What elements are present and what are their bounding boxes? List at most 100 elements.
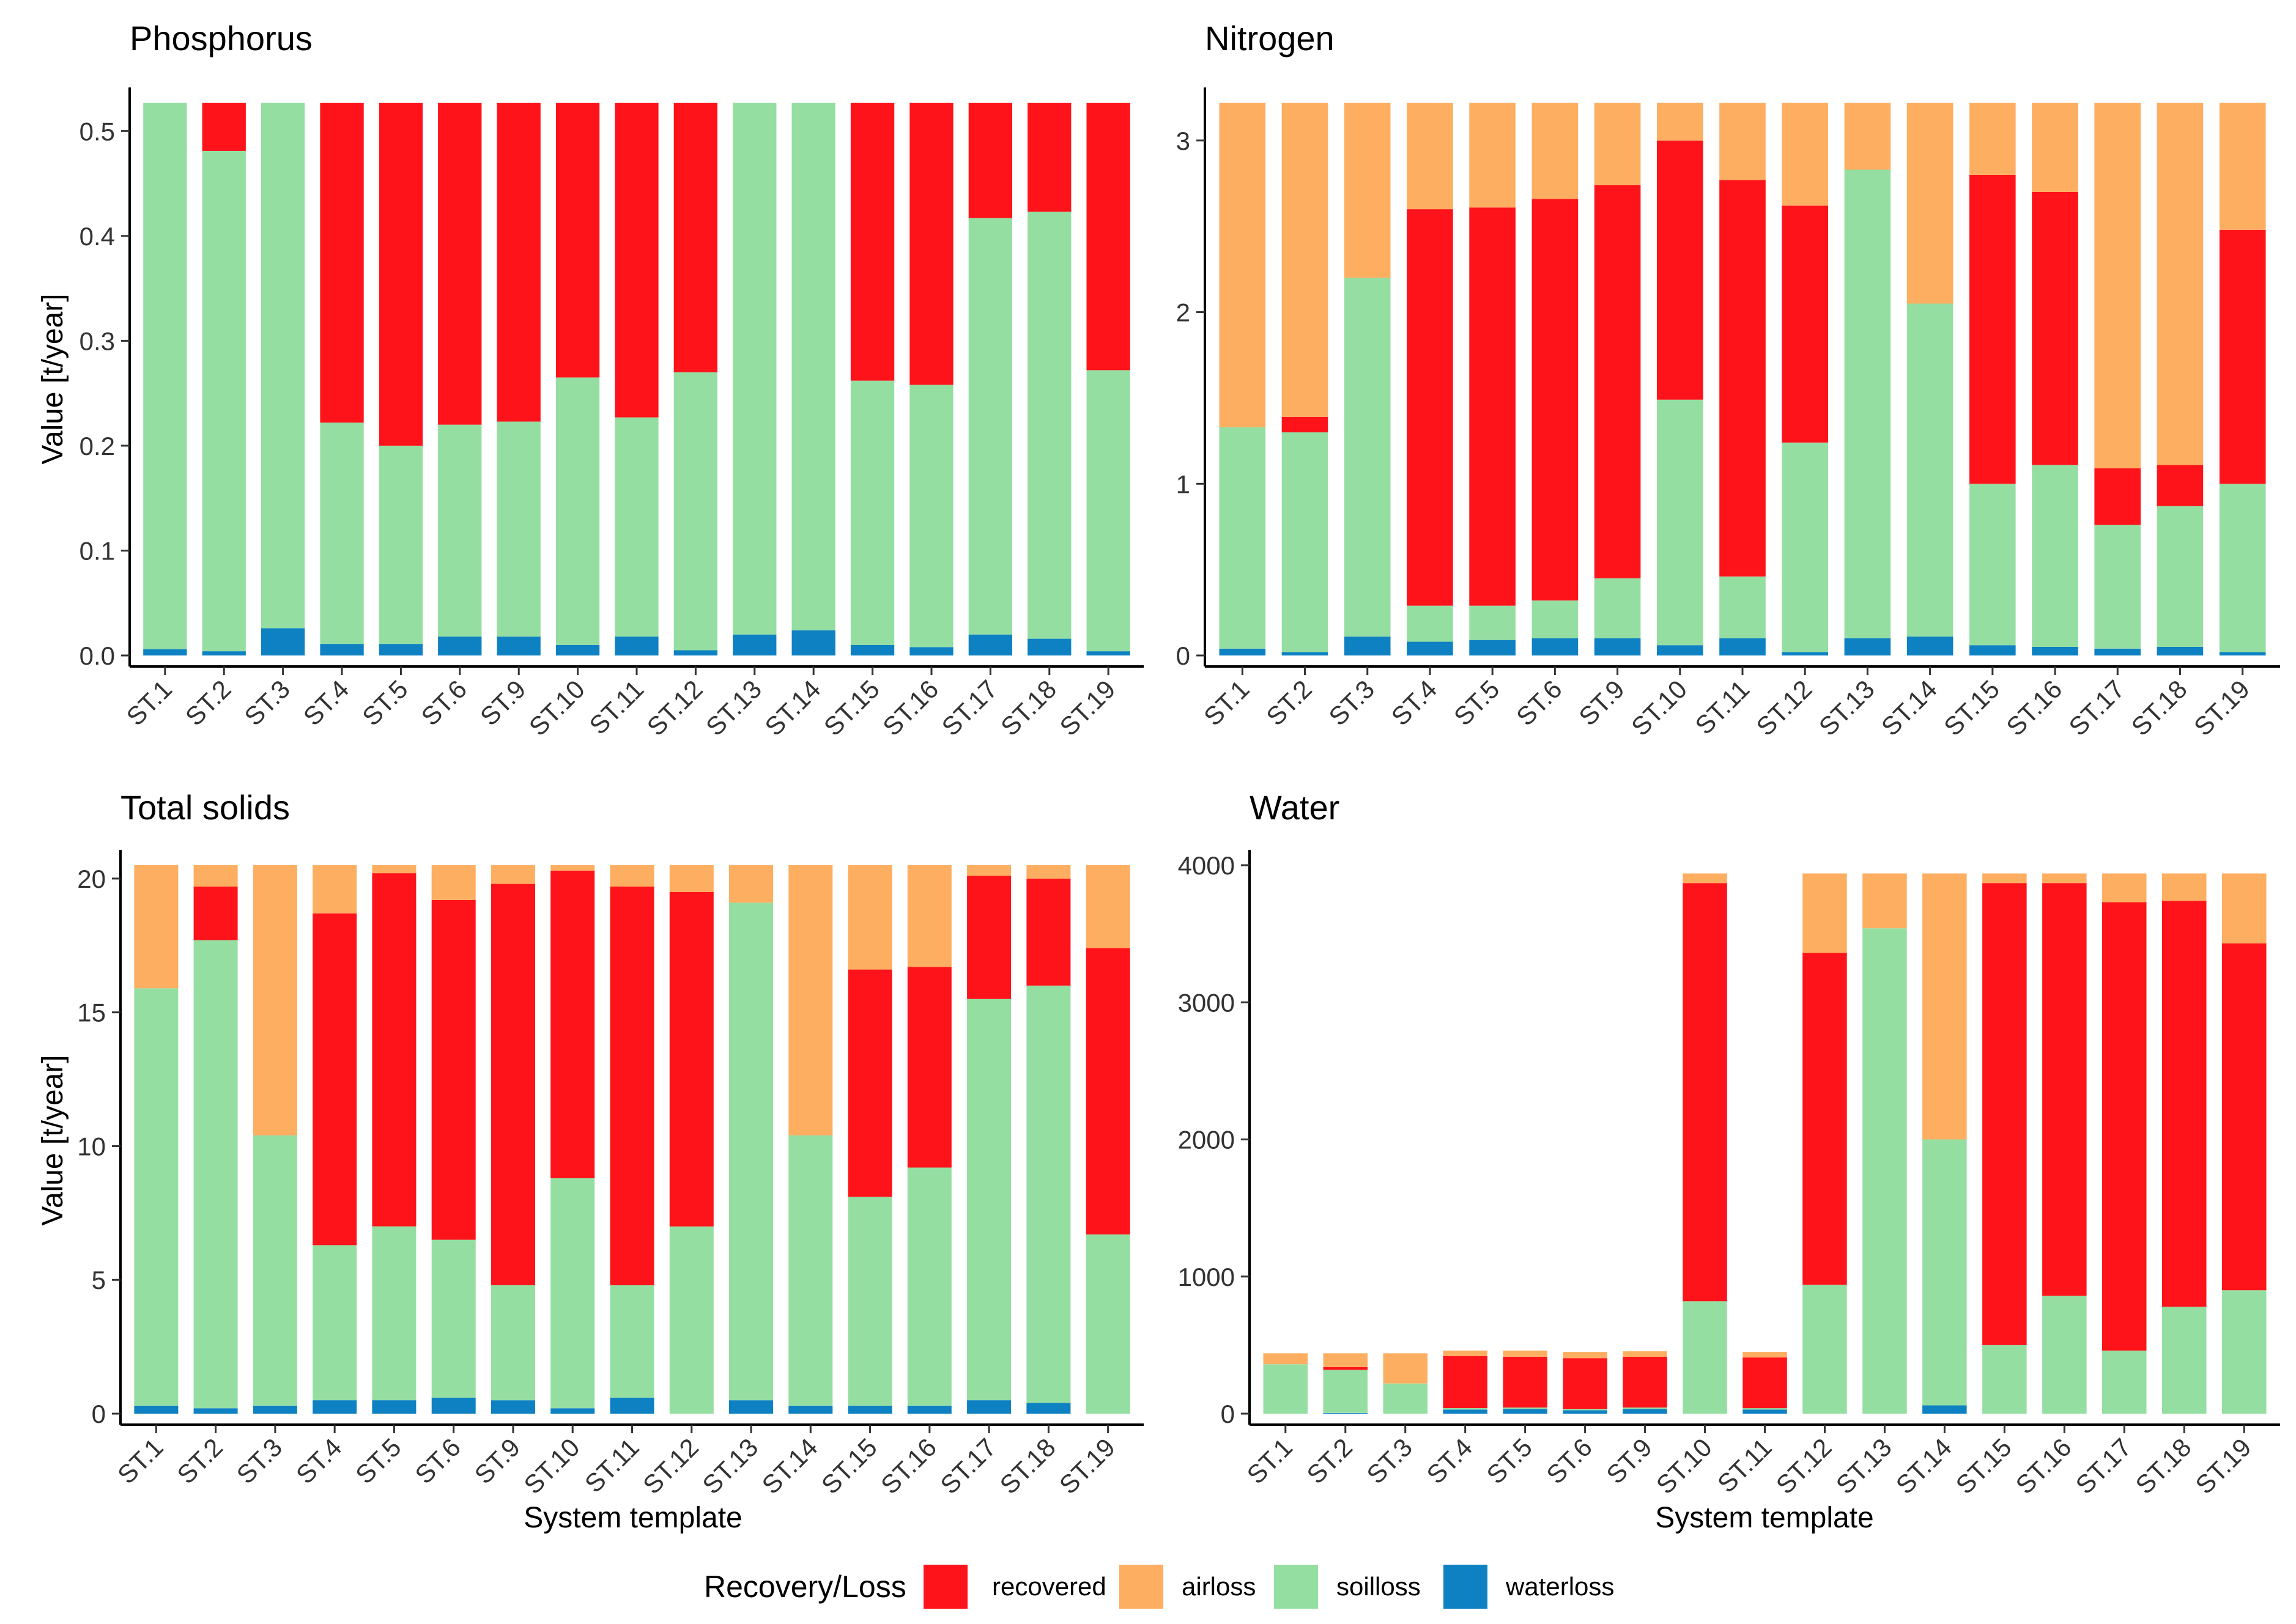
bar-airloss-st17	[967, 865, 1012, 876]
bar-recovered-st11	[1742, 1357, 1787, 1409]
bar-recovered-st9	[1623, 1356, 1667, 1408]
bar-airloss-st1	[1263, 1353, 1308, 1365]
bar-airloss-st6	[1563, 1352, 1607, 1359]
bar-recovered-st10	[550, 870, 595, 1178]
bar-waterloss-st5	[1503, 1409, 1547, 1414]
bar-soilloss-st19	[2222, 1290, 2267, 1414]
bar-recovered-st15	[850, 103, 895, 381]
bar-waterloss-st1	[134, 1405, 179, 1414]
bar-airloss-st17	[2102, 873, 2147, 902]
bar-waterloss-st14	[1906, 637, 1953, 655]
bar-soilloss-st12	[1802, 1285, 1847, 1414]
y-tick-label: 3000	[1178, 988, 1235, 1017]
bar-soilloss-st3	[253, 1135, 297, 1406]
bar-soilloss-st2	[1323, 1370, 1368, 1413]
bar-recovered-st5	[1469, 207, 1516, 606]
bar-recovered-st16	[909, 103, 954, 385]
bar-soilloss-st3	[1383, 1383, 1428, 1414]
bars	[1219, 103, 2266, 655]
bar-waterloss-st5	[379, 644, 423, 655]
x-tick-label: ST.6	[409, 1433, 466, 1489]
x-tick-label: ST.12	[1750, 674, 1817, 741]
x-tick-label: ST.16	[2010, 1433, 2077, 1499]
bar-waterloss-st2	[193, 1408, 238, 1414]
bar-soilloss-st17	[2094, 525, 2141, 649]
bar-recovered-st16	[2032, 192, 2078, 465]
bar-recovered-st15	[1982, 883, 2027, 1345]
bar-airloss-st15	[848, 865, 892, 970]
bar-recovered-st2	[193, 887, 238, 940]
y-tick-label: 2000	[1178, 1126, 1235, 1154]
panel-phosphorus: Phosphorus Value [t/year] 0.00.10.20.30.…	[37, 19, 1144, 741]
bar-recovered-st19	[2219, 229, 2266, 484]
bar-airloss-st2	[1323, 1353, 1368, 1367]
y-tick-label: 0.4	[80, 222, 115, 251]
bar-recovered-st6	[1563, 1358, 1607, 1409]
x-tick-label: ST.11	[583, 674, 649, 740]
bar-recovered-st2	[202, 103, 246, 151]
bar-recovered-st10	[1657, 140, 1703, 400]
bar-waterloss-st4	[313, 1400, 357, 1414]
bar-waterloss-st14	[791, 630, 835, 655]
bar-airloss-st14	[1906, 103, 1953, 304]
x-tick-label: ST.13	[1831, 1433, 1897, 1499]
bar-recovered-st17	[2102, 902, 2147, 1351]
x-tick-label: ST.17	[936, 674, 1003, 741]
bar-airloss-st13	[729, 865, 773, 903]
x-tick-label: ST.19	[1054, 674, 1120, 741]
bar-airloss-st1	[1219, 103, 1266, 427]
bar-soilloss-st5	[379, 445, 423, 644]
x-tick-label: ST.18	[994, 1433, 1061, 1499]
bar-airloss-st11	[1742, 1352, 1787, 1358]
bar-airloss-st11	[1719, 103, 1766, 180]
bar-waterloss-st3	[253, 1405, 297, 1414]
bar-waterloss-st10	[555, 644, 600, 655]
bar-waterloss-st3	[261, 628, 305, 655]
bar-airloss-st15	[1982, 873, 2027, 884]
y-tick-label: 0	[1221, 1400, 1235, 1428]
x-tick-label: ST.14	[1890, 1433, 1957, 1499]
bar-soilloss-st13	[1862, 928, 1907, 1414]
bar-waterloss-st1	[143, 649, 187, 655]
bar-waterloss-st2	[1323, 1412, 1368, 1414]
bar-soilloss-st16	[2032, 465, 2078, 647]
x-tick-label: ST.13	[697, 1433, 763, 1499]
x-ticks: ST.1 ST.2 ST.3 ST.4 ST.5 ST.6 ST.9ST.10ST.11ST…	[112, 1425, 1120, 1499]
x-tick-label: ST.9	[1601, 1433, 1657, 1489]
bar-airloss-st4	[1407, 103, 1453, 210]
x-tick-label: ST.5	[350, 1433, 407, 1489]
x-tick-label: ST.1	[1241, 1433, 1298, 1489]
bar-waterloss-st16	[909, 647, 954, 655]
bar-recovered-st19	[1086, 103, 1130, 371]
bar-airloss-st2	[1281, 103, 1328, 417]
x-tick-label: ST.16	[2001, 674, 2067, 741]
bar-soilloss-st5	[1469, 605, 1516, 640]
bar-airloss-st16	[2042, 873, 2087, 884]
bar-waterloss-st4	[1407, 641, 1453, 655]
x-tick-label: ST.10	[518, 1433, 585, 1499]
bar-recovered-st15	[1969, 174, 2016, 484]
bar-waterloss-st11	[615, 637, 659, 655]
bar-waterloss-st13	[733, 634, 777, 655]
x-tick-label: ST.3	[239, 674, 295, 731]
x-tick-label: ST.17	[2063, 674, 2130, 741]
bar-waterloss-st4	[320, 644, 364, 655]
x-tick-label: ST.6	[1541, 1433, 1598, 1489]
bar-waterloss-st14	[1922, 1405, 1967, 1414]
bar-soilloss-st19	[1086, 370, 1130, 652]
y-ticks: 0.0 0.1 0.2 0.3 0.4 0.5	[80, 117, 130, 670]
bar-recovered-st18	[1026, 878, 1071, 986]
bar-waterloss-st17	[2094, 648, 2141, 655]
bar-waterloss-st13	[1844, 638, 1891, 655]
bars	[1263, 873, 2267, 1414]
x-tick-label: ST.18	[2126, 674, 2193, 741]
bar-waterloss-st11	[1742, 1409, 1787, 1414]
bar-recovered-st12	[1802, 953, 1847, 1285]
bar-waterloss-st17	[967, 1400, 1012, 1414]
bar-recovered-st2	[1323, 1367, 1368, 1370]
x-ticks: ST.1 ST.2 ST.3 ST.4 ST.5 ST.6 ST.9ST.10ST.11ST…	[1241, 1425, 2257, 1499]
bar-airloss-st9	[1623, 1351, 1667, 1357]
x-tick-label: ST.11	[579, 1433, 645, 1498]
bar-soilloss-st3	[261, 103, 305, 629]
bar-soilloss-st15	[848, 1197, 892, 1406]
